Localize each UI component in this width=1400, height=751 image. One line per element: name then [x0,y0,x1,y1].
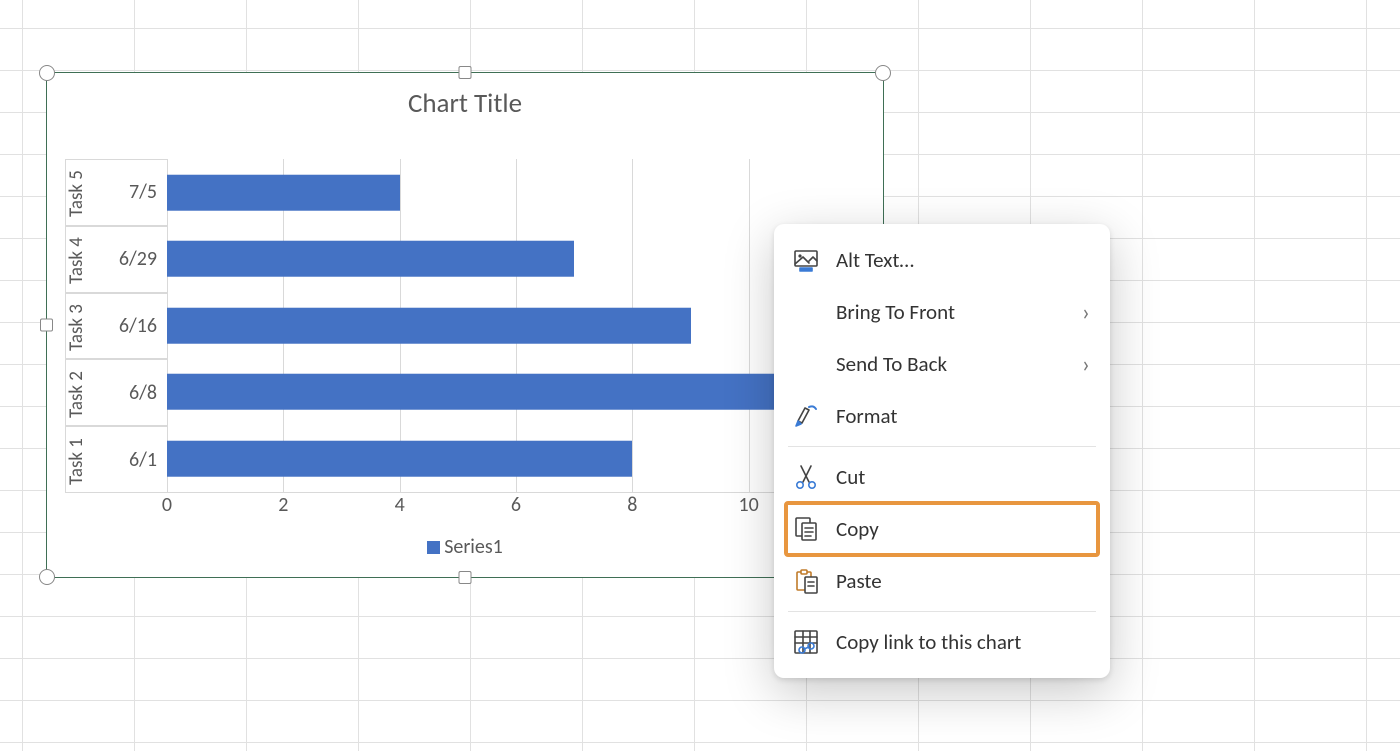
x-tick-label: 6 [511,493,521,517]
chart-context-menu[interactable]: Alt Text…Bring To Front›Send To Back›For… [774,224,1110,678]
bar[interactable] [167,441,632,477]
format-icon [792,402,836,430]
menu-item-label: Paste [836,568,1090,594]
date-label: 6/8 [89,359,167,426]
copy-link-icon [792,628,836,656]
menu-item-send_back[interactable]: Send To Back› [774,338,1110,390]
value-axis: 0246810 [167,493,865,521]
date-label: 7/5 [89,159,167,226]
resize-handle-ml[interactable] [40,319,53,332]
resize-handle-bm[interactable] [459,571,472,584]
menu-item-label: Cut [836,464,1090,490]
category-axis-rotated: Task 5 Task 4 Task 3 Task 2 Task 1 [65,159,89,493]
cut-icon [792,463,836,491]
resize-handle-tr[interactable] [875,65,891,81]
legend-series-label: Series1 [444,535,503,559]
menu-item-format[interactable]: Format [774,390,1110,442]
chevron-right-icon: › [1082,350,1090,379]
bar[interactable] [167,308,691,344]
x-tick-label: 10 [739,493,759,517]
menu-item-cut[interactable]: Cut [774,451,1110,503]
resize-handle-tm[interactable] [459,66,472,79]
menu-item-copy[interactable]: Copy [774,503,1110,555]
menu-item-paste[interactable]: Paste [774,555,1110,607]
menu-item-copy_link[interactable]: Copy link to this chart [774,616,1110,668]
legend[interactable]: Series1 [47,535,883,559]
menu-item-label: Format [836,403,1090,429]
date-label: 6/29 [89,226,167,293]
menu-separator [788,611,1096,612]
menu-item-label: Alt Text… [836,247,1090,273]
bar[interactable] [167,374,778,410]
secondary-category-labels: 7/5 6/29 6/16 6/8 6/1 [89,159,167,493]
menu-item-alt_text[interactable]: Alt Text… [774,234,1110,286]
menu-item-label: Copy [836,516,1090,542]
menu-item-bring_front[interactable]: Bring To Front› [774,286,1110,338]
bar[interactable] [167,174,400,210]
category-label: Task 1 [65,438,88,485]
legend-swatch [427,541,440,554]
copy-icon [792,515,836,543]
date-label: 6/16 [89,293,167,360]
x-tick-label: 4 [395,493,405,517]
category-label: Task 3 [65,304,88,351]
bars-viewport[interactable] [167,159,865,493]
category-label: Task 5 [65,170,88,217]
category-label: Task 4 [65,237,88,284]
menu-item-label: Copy link to this chart [836,629,1090,655]
resize-handle-bl[interactable] [39,569,55,585]
alt-text-icon [792,246,836,274]
category-label: Task 2 [65,371,88,418]
menu-item-label: Send To Back [836,351,1082,377]
x-tick-label: 8 [627,493,637,517]
chevron-right-icon: › [1082,298,1090,327]
chart-title[interactable]: Chart Title [47,87,883,120]
menu-item-label: Bring To Front [836,299,1082,325]
plot-area[interactable]: Task 5 Task 4 Task 3 Task 2 Task 1 7/5 6… [65,159,865,493]
paste-icon [792,567,836,595]
resize-handle-tl[interactable] [39,65,55,81]
x-tick-label: 2 [278,493,288,517]
date-label: 6/1 [89,426,167,493]
chart-object[interactable]: Chart Title Task 5 Task 4 Task 3 Task 2 … [46,72,884,578]
x-tick-label: 0 [162,493,172,517]
menu-separator [788,446,1096,447]
bar[interactable] [167,241,574,277]
